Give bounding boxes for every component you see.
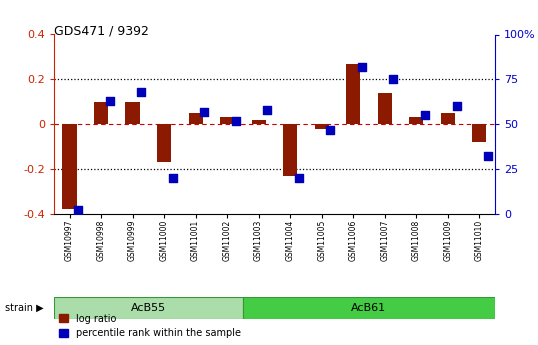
Bar xyxy=(62,124,76,209)
Point xyxy=(168,175,177,181)
Point xyxy=(484,154,492,159)
Bar xyxy=(315,124,329,129)
Bar xyxy=(220,117,234,124)
Bar xyxy=(472,124,486,142)
Bar xyxy=(252,120,266,124)
Point xyxy=(452,104,461,109)
Bar xyxy=(409,117,423,124)
Text: AcB55: AcB55 xyxy=(131,303,166,313)
Point xyxy=(326,127,335,132)
Bar xyxy=(157,124,171,162)
Point xyxy=(389,77,398,82)
Text: GDS471 / 9392: GDS471 / 9392 xyxy=(54,24,148,37)
Bar xyxy=(346,63,360,124)
Bar xyxy=(243,297,495,319)
Legend: log ratio, percentile rank within the sample: log ratio, percentile rank within the sa… xyxy=(59,314,241,338)
Text: strain ▶: strain ▶ xyxy=(5,303,44,313)
Bar xyxy=(125,102,140,124)
Bar xyxy=(188,113,203,124)
Point xyxy=(200,109,209,115)
Bar xyxy=(378,93,392,124)
Point xyxy=(295,175,303,181)
Bar xyxy=(94,102,108,124)
Point xyxy=(137,89,146,95)
Bar xyxy=(54,297,243,319)
Point xyxy=(358,64,366,70)
Point xyxy=(74,208,83,213)
Point xyxy=(263,107,272,112)
Text: AcB61: AcB61 xyxy=(351,303,386,313)
Bar xyxy=(283,124,297,176)
Bar xyxy=(441,113,455,124)
Point xyxy=(421,112,429,118)
Point xyxy=(105,98,114,104)
Point xyxy=(232,118,240,124)
